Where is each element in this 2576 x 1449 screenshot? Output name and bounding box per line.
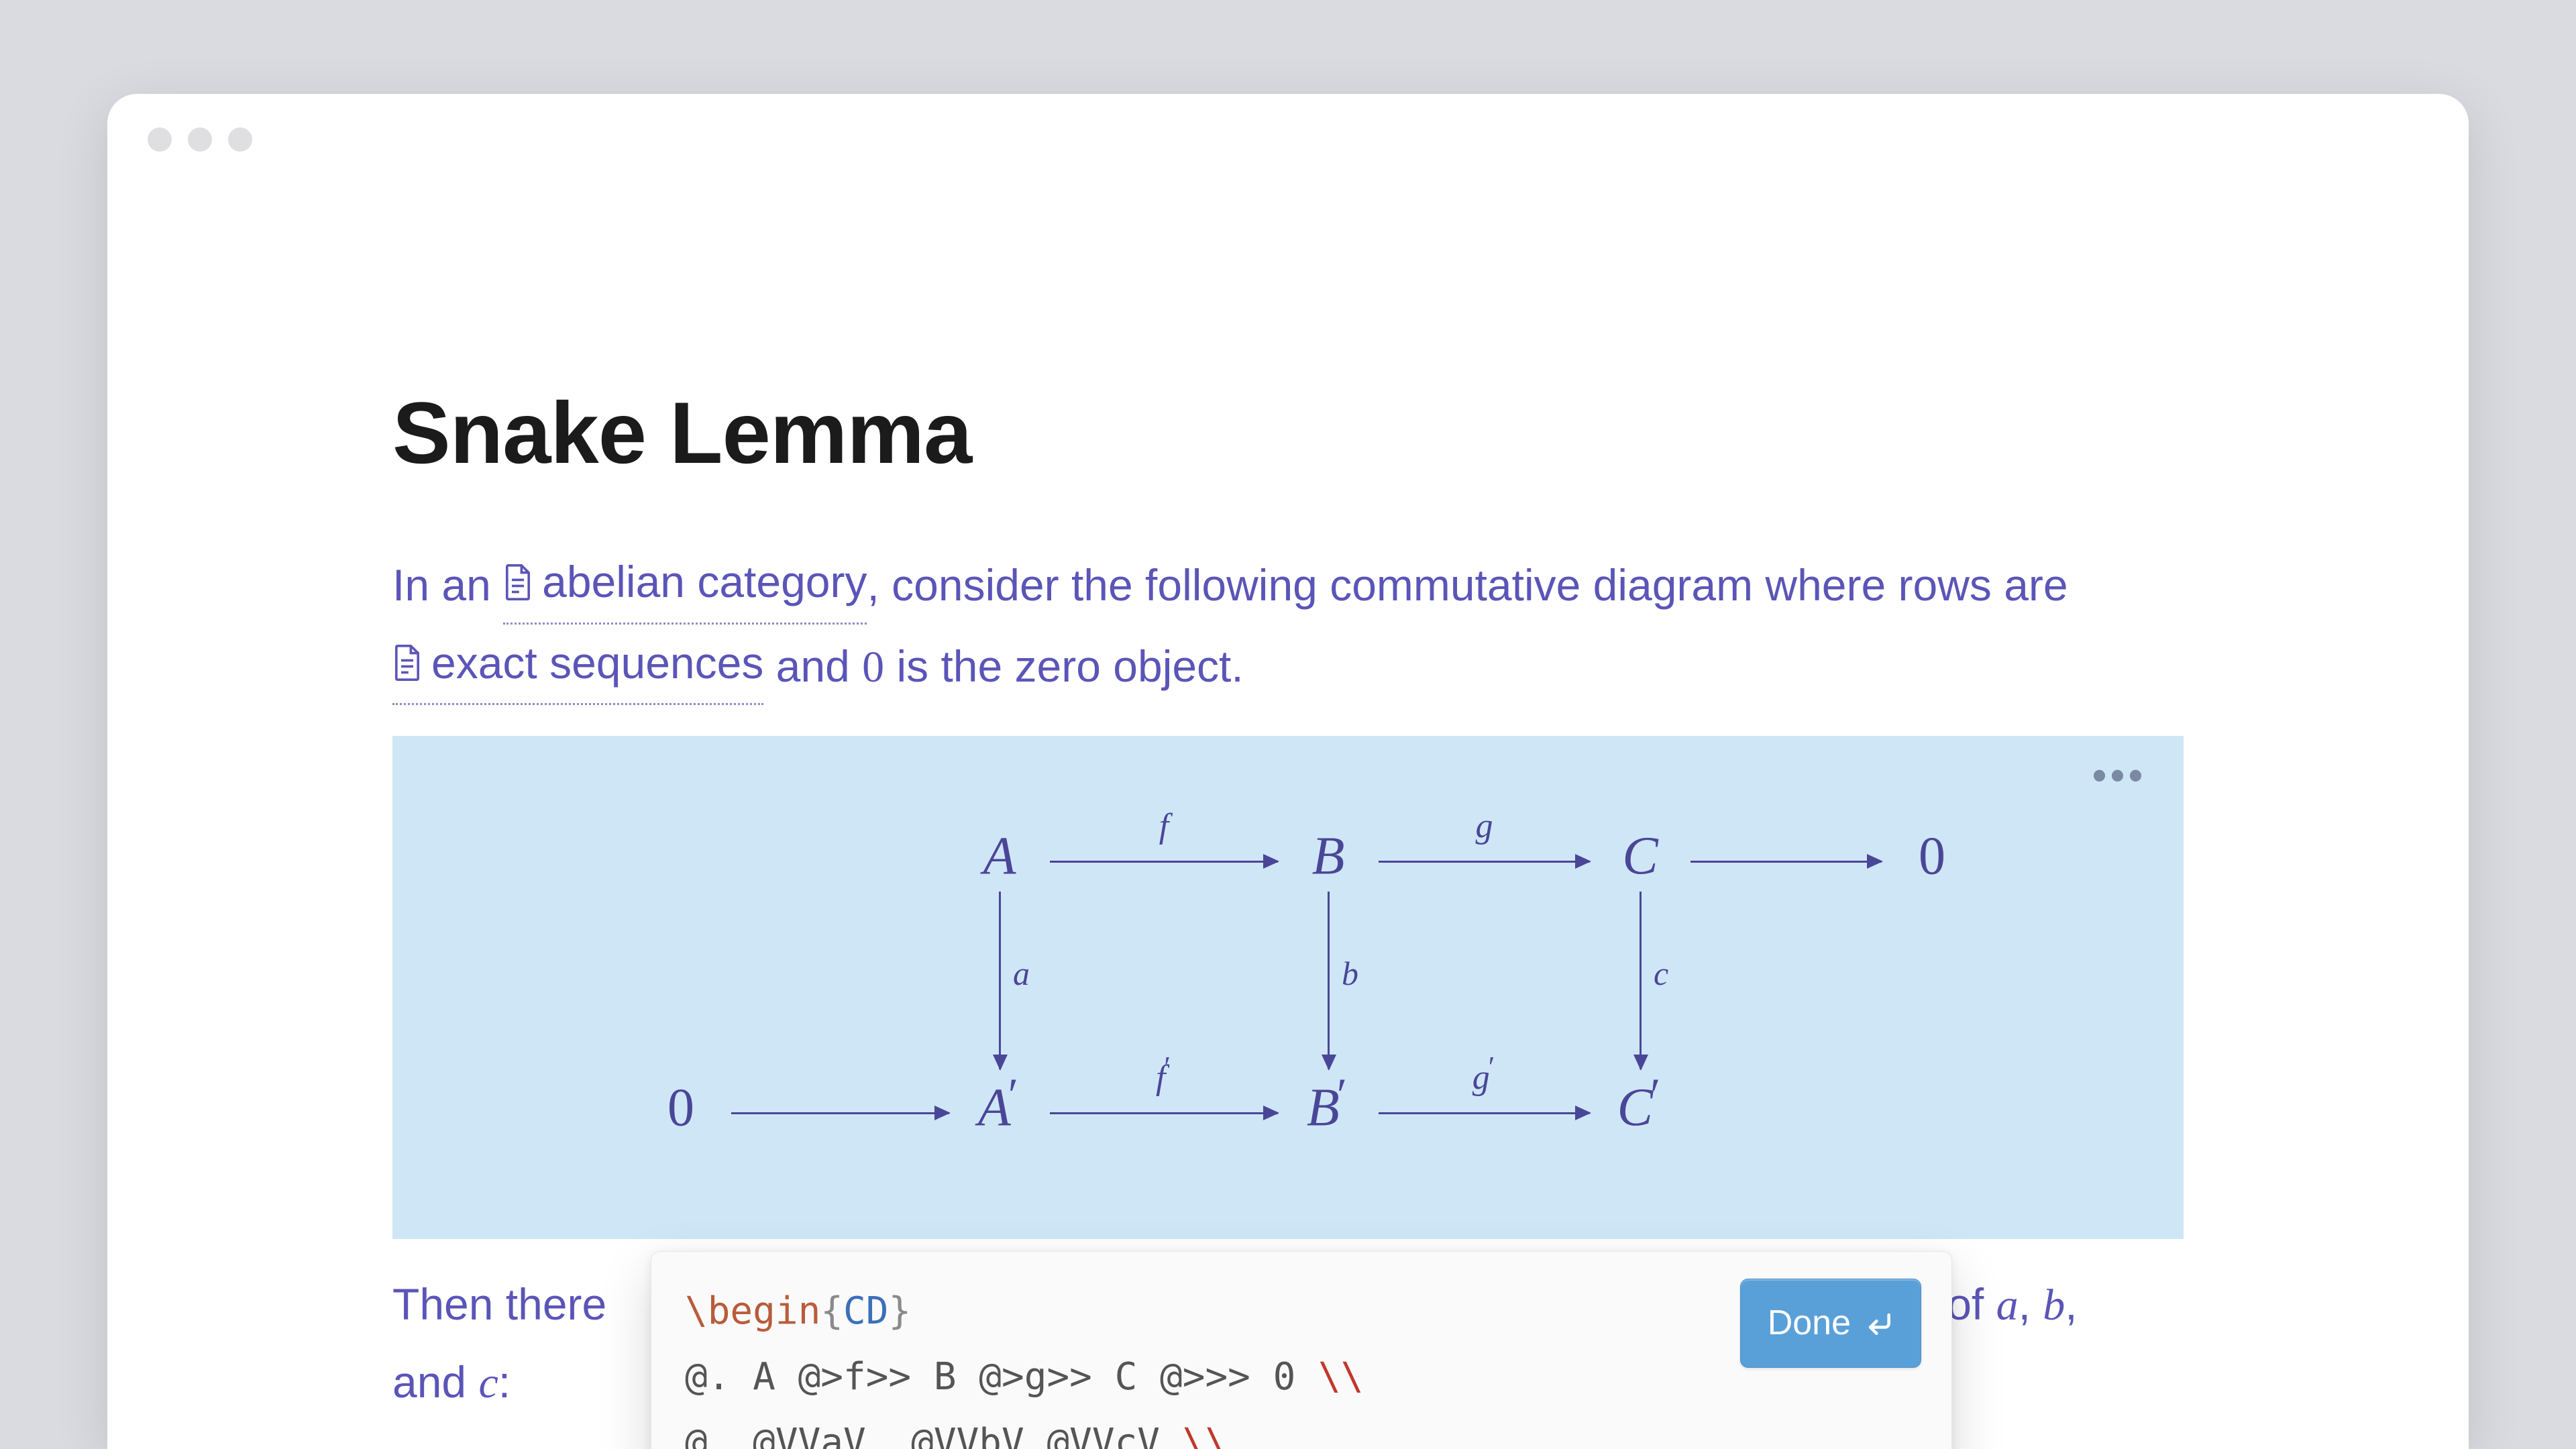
link-label: abelian category bbox=[542, 543, 867, 621]
cd-arrow-label: c bbox=[1654, 954, 1668, 993]
page-icon bbox=[392, 645, 422, 681]
cd-arrow bbox=[999, 892, 1001, 1069]
math-zero: 0 bbox=[862, 642, 884, 691]
cd-node: C bbox=[1622, 826, 1658, 887]
cd-arrow bbox=[1050, 1112, 1278, 1114]
page-title: Snake Lemma bbox=[392, 382, 2184, 483]
commutative-diagram-block[interactable]: ••• A B C 0 0 A′ B′ C′ f g f′ g′ a b c bbox=[392, 736, 2184, 1239]
cd-arrow bbox=[1379, 1112, 1590, 1114]
cd-node: A′ bbox=[978, 1077, 1021, 1138]
latex-source[interactable]: \begin{CD} @. A @>f>> B @>g>> C @>>> 0 \… bbox=[685, 1279, 1918, 1449]
cd-arrow bbox=[1690, 861, 1882, 863]
window-traffic-lights bbox=[148, 127, 252, 152]
window-minimize-dot[interactable] bbox=[188, 127, 212, 152]
text-fragment: is the zero object. bbox=[884, 641, 1244, 690]
cd-node: 0 bbox=[1919, 826, 1945, 887]
editor-window: Snake Lemma In an abelian category , con… bbox=[107, 94, 2469, 1449]
cd-node: B′ bbox=[1307, 1077, 1350, 1138]
link-exact-sequences[interactable]: exact sequences bbox=[392, 625, 763, 706]
window-close-dot[interactable] bbox=[148, 127, 172, 152]
text-fragment: Then there bbox=[392, 1279, 619, 1329]
math-c: c bbox=[478, 1358, 498, 1407]
math-a: a bbox=[1996, 1281, 2019, 1330]
cd-arrow bbox=[1640, 892, 1642, 1069]
text-fragment: , consider the following commutative dia… bbox=[867, 560, 2068, 610]
commutative-diagram: A B C 0 0 A′ B′ C′ f g f′ g′ a b c bbox=[607, 790, 1982, 1172]
cd-node: B bbox=[1312, 826, 1345, 887]
cd-arrow-label: a bbox=[1013, 954, 1030, 993]
cd-arrow-label: g bbox=[1476, 806, 1493, 846]
equation-source-popup[interactable]: Done \begin{CD} @. A @>f>> B @>g>> C @>>… bbox=[651, 1251, 1952, 1449]
text-fragment: , bbox=[2065, 1279, 2077, 1329]
window-zoom-dot[interactable] bbox=[228, 127, 252, 152]
cd-arrow-label: g′ bbox=[1472, 1058, 1497, 1097]
cd-node: 0 bbox=[667, 1077, 694, 1138]
intro-paragraph: In an abelian category , consider the fo… bbox=[392, 543, 2184, 706]
page-icon bbox=[503, 564, 533, 600]
cd-arrow bbox=[1328, 892, 1330, 1069]
done-button-label: Done bbox=[1768, 1293, 1851, 1354]
block-menu-icon[interactable]: ••• bbox=[2092, 769, 2147, 782]
text-fragment: and bbox=[392, 1357, 478, 1407]
return-icon bbox=[1864, 1309, 1894, 1338]
math-b: b bbox=[2043, 1281, 2065, 1330]
text-fragment: and bbox=[763, 641, 862, 690]
cd-arrow-label: b bbox=[1342, 954, 1358, 993]
text-fragment: In an bbox=[392, 560, 503, 610]
cd-arrow-label: f′ bbox=[1156, 1058, 1172, 1097]
link-abelian-category[interactable]: abelian category bbox=[503, 543, 867, 625]
text-fragment: , bbox=[2019, 1279, 2043, 1329]
link-label: exact sequences bbox=[431, 625, 763, 702]
cd-arrow bbox=[1379, 861, 1590, 863]
text-fragment: : bbox=[498, 1357, 511, 1407]
cd-arrow-label: f bbox=[1159, 806, 1169, 846]
cd-node: A bbox=[983, 826, 1016, 887]
cd-node: C′ bbox=[1617, 1077, 1664, 1138]
done-button[interactable]: Done bbox=[1740, 1279, 1921, 1368]
cd-arrow bbox=[731, 1112, 949, 1114]
cd-arrow bbox=[1050, 861, 1278, 863]
